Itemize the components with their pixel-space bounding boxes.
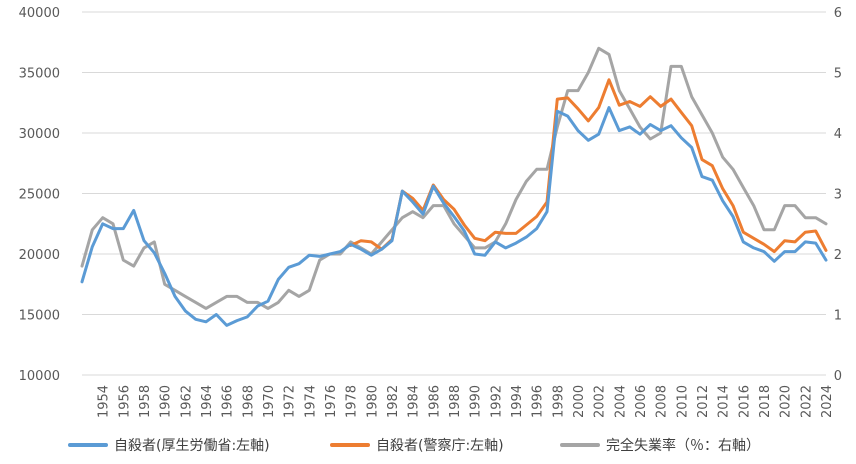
x-tick-label: 1990	[469, 385, 484, 418]
y-right-tick-label: 1	[834, 309, 842, 324]
x-tick-label: 1996	[531, 385, 546, 418]
x-tick-label: 1986	[427, 385, 442, 418]
x-tick-label: 2018	[758, 385, 773, 418]
legend-item-police: 自殺者(警察庁:左軸)	[330, 432, 504, 458]
x-tick-label: 1976	[324, 385, 339, 418]
left-axis: 10000 15000 20000 25000 30000 35000 40000	[19, 6, 60, 384]
x-tick-label: 1988	[448, 385, 463, 418]
x-tick-label: 1982	[386, 385, 401, 418]
x-tick-label: 1960	[159, 385, 174, 418]
x-tick-label: 1968	[241, 385, 256, 418]
legend-item-mhlw: 自殺者(厚生労働省:左軸)	[68, 432, 270, 458]
x-tick-label: 1978	[345, 385, 360, 418]
x-tick-label: 1992	[489, 385, 504, 418]
series-line-1	[349, 78, 828, 254]
x-tick-label: 1998	[551, 385, 566, 418]
x-tick-label: 2016	[737, 385, 752, 418]
legend-item-unemployment: 完全失業率（％：右軸）	[560, 432, 760, 458]
y-right-tick-label: 6	[834, 6, 842, 21]
y-left-tick-label: 20000	[19, 248, 60, 263]
y-left-tick-label: 25000	[19, 188, 60, 203]
x-tick-label: 1974	[303, 385, 318, 418]
legend-label-police: 自殺者(警察庁:左軸)	[376, 438, 504, 454]
x-tick-label: 2012	[696, 385, 711, 418]
x-tick-label: 2002	[593, 385, 608, 418]
x-tick-label: 1964	[200, 385, 215, 418]
legend-swatch-police	[330, 443, 370, 447]
y-left-tick-label: 15000	[19, 309, 60, 324]
right-axis: 0 1 2 3 4 5 6	[834, 6, 842, 384]
x-tick-label: 2008	[655, 385, 670, 418]
x-tick-label: 2006	[634, 385, 649, 418]
y-left-tick-label: 10000	[19, 369, 60, 384]
x-tick-label: 2020	[779, 385, 794, 418]
x-tick-label: 1966	[221, 385, 236, 418]
x-tick-label: 1970	[262, 385, 277, 418]
legend-label-unemployment: 完全失業率（％：右軸）	[606, 438, 760, 454]
y-right-tick-label: 5	[834, 67, 842, 82]
x-tick-label: 1956	[117, 385, 132, 418]
x-tick-label: 2022	[799, 385, 814, 418]
legend-label-mhlw: 自殺者(厚生労働省:左軸)	[114, 438, 270, 454]
x-tick-label: 1984	[407, 385, 422, 418]
y-left-tick-label: 35000	[19, 67, 60, 82]
x-tick-label: 1980	[365, 385, 380, 418]
y-right-tick-label: 0	[834, 369, 842, 384]
y-left-tick-label: 30000	[19, 127, 60, 142]
legend-swatch-mhlw	[68, 443, 108, 447]
y-right-tick-label: 4	[834, 127, 842, 142]
chart-series-lines	[80, 46, 828, 327]
x-tick-label: 1972	[283, 385, 298, 418]
x-tick-label: 2000	[572, 385, 587, 418]
x-tick-label: 1954	[97, 385, 112, 418]
x-tick-label: 1958	[138, 385, 153, 418]
y-right-tick-label: 2	[834, 248, 842, 263]
y-right-tick-label: 3	[834, 188, 842, 203]
chart-gridlines	[82, 11, 826, 376]
x-tick-label: 2024	[820, 385, 835, 418]
x-tick-label: 1994	[510, 385, 525, 418]
x-tick-label: 1962	[179, 385, 194, 418]
x-tick-label: 2010	[675, 385, 690, 418]
series-line-0	[80, 106, 828, 327]
x-axis: 1954 1956 1958 1960 1962 1964 1966 1968 1970 1972…	[97, 385, 835, 418]
y-left-tick-label: 40000	[19, 6, 60, 21]
x-tick-label: 2004	[613, 385, 628, 418]
legend-swatch-unemployment	[560, 443, 600, 447]
chart-legend: 自殺者(厚生労働省:左軸) 自殺者(警察庁:左軸) 完全失業率（％：右軸）	[0, 432, 856, 458]
series-line-2	[80, 46, 828, 310]
x-tick-label: 2014	[717, 385, 732, 418]
